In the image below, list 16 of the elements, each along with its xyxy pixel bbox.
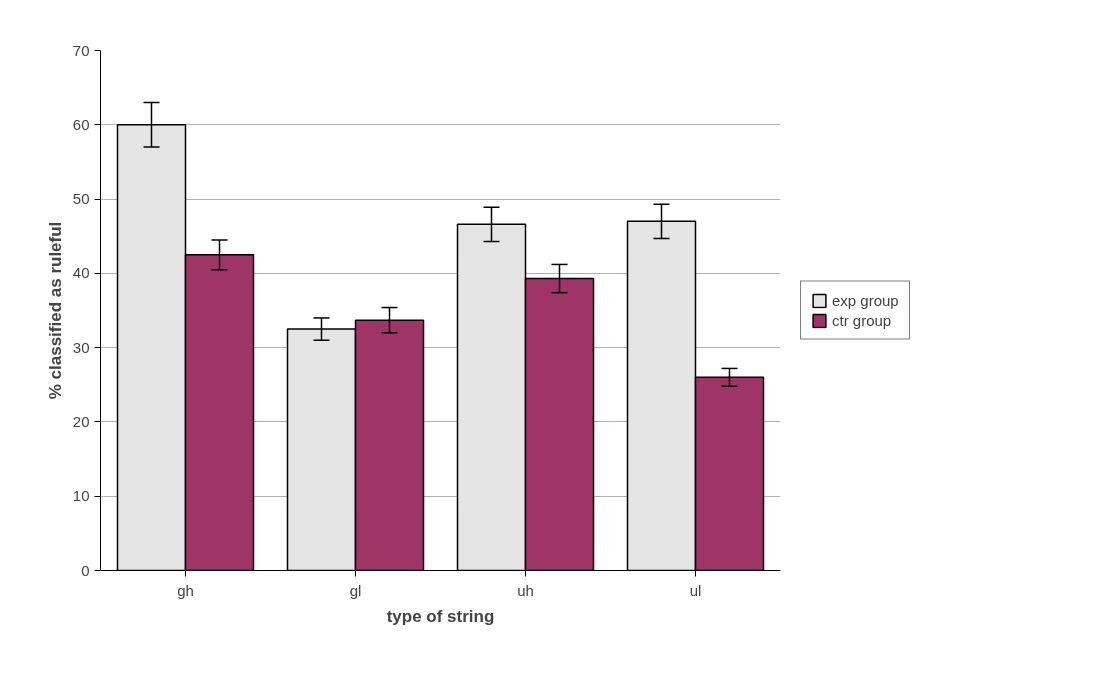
y-tick-label: 30 bbox=[72, 338, 90, 356]
y-axis-title: % classified as ruleful bbox=[45, 221, 65, 400]
y-tick-label: 10 bbox=[72, 487, 90, 505]
y-tick-label: 20 bbox=[72, 412, 90, 430]
y-tick-label: 70 bbox=[72, 41, 90, 59]
legend-label: exp group bbox=[832, 291, 899, 309]
x-tick-label: uh bbox=[517, 581, 534, 599]
y-tick-label: 50 bbox=[72, 190, 90, 208]
x-tick-label: gl bbox=[349, 581, 362, 599]
legend-label: ctr group bbox=[832, 311, 892, 329]
y-tick-label: 40 bbox=[72, 264, 90, 282]
x-axis-title: type of string bbox=[386, 606, 495, 626]
x-tick-label: gh bbox=[177, 581, 194, 599]
x-tick-label: ul bbox=[689, 581, 702, 599]
y-tick-label: 0 bbox=[81, 561, 90, 579]
y-tick-label: 60 bbox=[72, 115, 90, 133]
